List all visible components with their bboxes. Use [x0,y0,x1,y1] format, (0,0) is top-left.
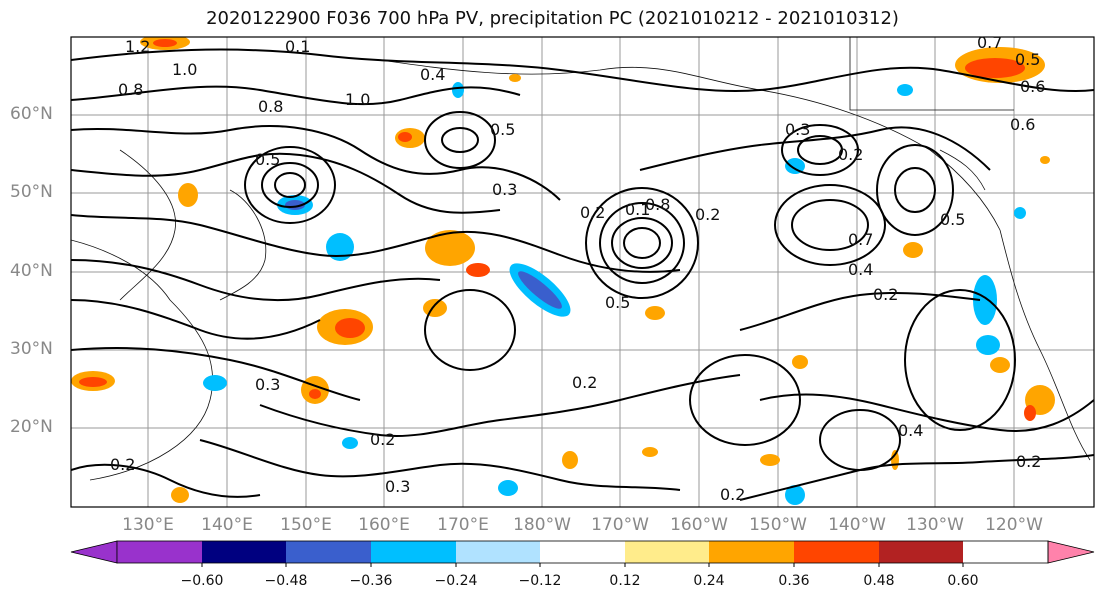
colorbar-segment [625,541,709,563]
contour-label: 0.4 [898,421,923,440]
contour-label: 0.6 [1010,115,1035,134]
lat-label: 30°N [10,339,53,359]
contour-label: 0.7 [848,230,873,249]
contour-label: 0.2 [580,203,605,222]
contour-label: 0.1 [625,200,650,219]
colorbar-segment [879,541,963,563]
coastlines [71,37,1091,481]
contour-label: 0.2 [695,205,720,224]
contour-label: 0.8 [118,80,143,99]
contour-label: 0.2 [572,373,597,392]
contour-label: 1.0 [345,90,370,109]
contour-label: 1.0 [172,60,197,79]
contour-label: 0.5 [605,293,630,312]
contour-label: 0.8 [258,97,283,116]
colorbar-tick-label: 0.48 [863,573,895,589]
colorbar-extend-high [1047,540,1095,564]
colorbar-tick-label: −0.48 [264,573,308,589]
lat-label: 50°N [10,182,53,202]
lat-label: 60°N [10,104,53,124]
contour-label: 0.2 [370,430,395,449]
colorbar-segment [202,541,286,563]
lon-label: 150°E [280,515,332,535]
lon-label: 140°E [201,515,253,535]
colorbar-segment [540,541,625,563]
contour-label: 0.1 [285,37,310,56]
contour-label: 0.3 [255,375,280,394]
colorbar-tick-label: 0.36 [778,573,810,589]
contour-label: 0.2 [110,455,135,474]
lon-label: 120°W [985,515,1043,535]
pv-contours [71,48,1094,501]
contour-label: 1.2 [125,37,150,56]
contour-label: 0.3 [785,120,810,139]
lon-label: 170°E [437,515,489,535]
contour-label: 0.3 [492,180,517,199]
map-title: 2020122900 F036 700 hPa PV, precipitatio… [206,8,899,29]
colorbar [70,540,1095,567]
lat-label: 20°N [10,417,53,437]
contour-label: 0.3 [385,477,410,496]
colorbar-tick-label: 0.60 [947,573,979,589]
contour-label: 0.2 [720,485,745,504]
lon-label: 170°W [591,515,649,535]
lat-label: 40°N [10,261,53,281]
colorbar-segment [794,541,879,563]
lon-label: 140°W [828,515,886,535]
gridlines [71,37,1094,507]
colorbar-tick-label: −0.24 [434,573,478,589]
lon-label: 160°E [358,515,410,535]
contour-label: 0.5 [1015,50,1040,69]
colorbar-tick-label: 0.12 [609,573,641,589]
contour-label: 0.4 [848,260,873,279]
colorbar-segment [709,541,794,563]
colorbar-segment [456,541,540,563]
contour-label: 0.6 [1020,77,1045,96]
lon-label: 150°W [749,515,807,535]
colorbar-tick-label: −0.12 [518,573,562,589]
contour-label: 0.2 [1016,452,1041,471]
lon-label: 180°W [513,515,571,535]
colorbar-outline [116,540,1049,564]
contour-label: 0.2 [838,145,863,164]
lon-label: 160°W [670,515,728,535]
contour-label: 0.5 [255,150,280,169]
map-frame [70,36,1095,508]
contour-label: 0.7 [977,33,1002,52]
contour-label: 0.4 [420,65,445,84]
lon-label: 130°W [906,515,964,535]
contour-label: 0.5 [940,210,965,229]
contour-label: 0.2 [873,285,898,304]
colorbar-tick-label: −0.36 [349,573,393,589]
colorbar-segment [117,541,202,563]
contour-label: 0.5 [490,120,515,139]
colorbar-tick-label: 0.24 [693,573,725,589]
precip-shading [71,37,1055,505]
colorbar-segment [371,541,456,563]
contour-label: 0.8 [645,195,670,214]
colorbar-extend-low [70,540,118,564]
colorbar-tick-label: −0.60 [180,573,224,589]
lon-label: 130°E [122,515,174,535]
colorbar-segment [286,541,371,563]
